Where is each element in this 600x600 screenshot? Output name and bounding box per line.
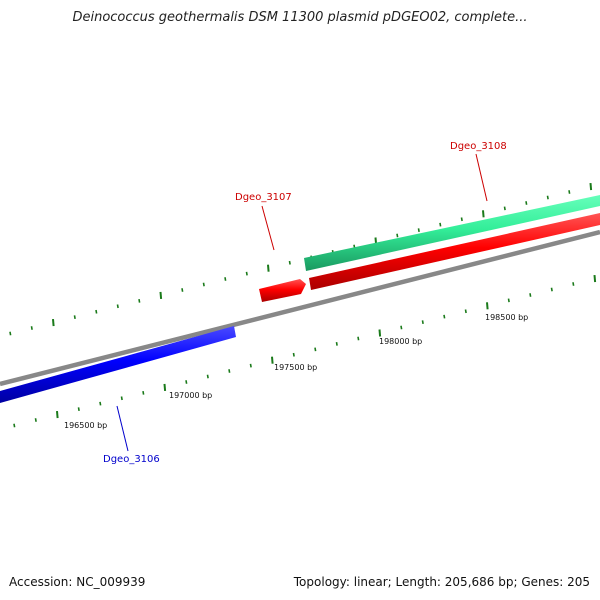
gene-dgeo-3108-arrow[interactable] xyxy=(309,213,600,290)
ruler-minor-tick xyxy=(335,341,338,346)
ruler-label: 197500 bp xyxy=(274,363,317,372)
ruler-minor-tick xyxy=(417,228,420,233)
ruler-minor-tick xyxy=(77,407,80,412)
ruler-minor-tick xyxy=(181,288,184,292)
ruler-minor-tick xyxy=(245,271,248,276)
ruler-minor-tick xyxy=(503,206,506,211)
ruler-major-tick xyxy=(378,329,382,337)
ruler-minor-tick xyxy=(116,304,119,309)
ruler-minor-tick xyxy=(464,309,467,314)
ruler-minor-tick xyxy=(550,287,553,292)
ruler-minor-tick xyxy=(460,217,463,222)
gene-unnamed-green[interactable] xyxy=(304,195,600,271)
ruler-minor-tick xyxy=(142,390,145,395)
backbone-line xyxy=(0,229,600,387)
ruler-minor-tick xyxy=(138,298,141,303)
ruler-major-tick xyxy=(593,275,597,283)
ruler-minor-tick xyxy=(34,418,37,422)
ruler-minor-tick xyxy=(120,396,123,401)
ruler-minor-tick xyxy=(228,369,231,373)
ruler-minor-tick xyxy=(357,336,360,341)
ruler-minor-tick xyxy=(288,260,291,265)
gene-dgeo-3106[interactable] xyxy=(0,326,236,403)
ruler-major-tick xyxy=(163,383,167,391)
ruler-minor-tick xyxy=(546,195,549,200)
gene-dgeo-3106-arrow[interactable] xyxy=(0,326,236,403)
dgeo-3106-callout-line xyxy=(116,405,129,452)
gene-unnamed-green-arrow[interactable] xyxy=(304,195,600,271)
gene-dgeo-3107-arrow[interactable] xyxy=(259,279,306,302)
ruler-major-tick xyxy=(486,302,489,310)
ruler-label: 198000 bp xyxy=(379,337,422,346)
gene-dgeo-3108[interactable] xyxy=(309,213,600,290)
gene-label-dgeo-3108[interactable]: Dgeo_3108 xyxy=(450,141,507,152)
ruler-minor-tick xyxy=(30,326,33,330)
ruler-major-tick xyxy=(56,411,59,419)
gene-label-dgeo-3107[interactable]: Dgeo_3107 xyxy=(235,192,292,203)
ruler-label: 198500 bp xyxy=(485,313,528,322)
ruler-minor-tick xyxy=(314,347,317,352)
ruler-minor-tick xyxy=(400,325,403,330)
ruler-minor-tick xyxy=(224,277,227,281)
ruler-minor-tick xyxy=(439,222,442,227)
tick-row-lower xyxy=(13,275,597,428)
ruler-major-tick xyxy=(482,210,485,218)
ruler-minor-tick xyxy=(396,233,399,238)
ruler-major-tick xyxy=(271,356,274,364)
ruler-minor-tick xyxy=(99,401,102,406)
ruler-minor-tick xyxy=(249,363,252,368)
gene-dgeo-3107[interactable] xyxy=(259,279,306,302)
ruler-minor-tick xyxy=(202,282,205,287)
ruler-minor-tick xyxy=(568,190,571,194)
ruler-minor-tick xyxy=(95,309,98,314)
ruler-minor-tick xyxy=(13,423,16,428)
ruler-minor-tick xyxy=(185,380,188,384)
ruler-label: 197000 bp xyxy=(169,391,212,400)
topology-summary: Topology: linear; Length: 205,686 bp; Ge… xyxy=(293,575,590,589)
ruler-label: 196500 bp xyxy=(64,421,107,430)
ruler-minor-tick xyxy=(507,298,510,303)
ruler-minor-tick xyxy=(9,331,12,336)
ruler-major-tick xyxy=(159,291,163,299)
map-title: Deinococcus geothermalis DSM 11300 plasm… xyxy=(72,10,528,25)
ruler-minor-tick xyxy=(443,314,446,319)
dgeo-3107-callout-line xyxy=(261,205,275,251)
ruler-major-tick xyxy=(267,264,270,272)
dgeo-3108-callout-line xyxy=(475,153,488,202)
ruler-minor-tick xyxy=(572,282,575,286)
ruler-major-tick xyxy=(52,319,55,327)
ruler-minor-tick xyxy=(525,201,528,205)
ruler-minor-tick xyxy=(529,293,532,297)
gene-label-dgeo-3106[interactable]: Dgeo_3106 xyxy=(103,454,160,465)
ruler-minor-tick xyxy=(206,374,209,379)
accession-text: Accession: NC_009939 xyxy=(9,575,146,589)
ruler-minor-tick xyxy=(292,352,295,357)
ruler-minor-tick xyxy=(421,320,424,325)
ruler-minor-tick xyxy=(73,315,76,320)
ruler-major-tick xyxy=(589,183,593,191)
